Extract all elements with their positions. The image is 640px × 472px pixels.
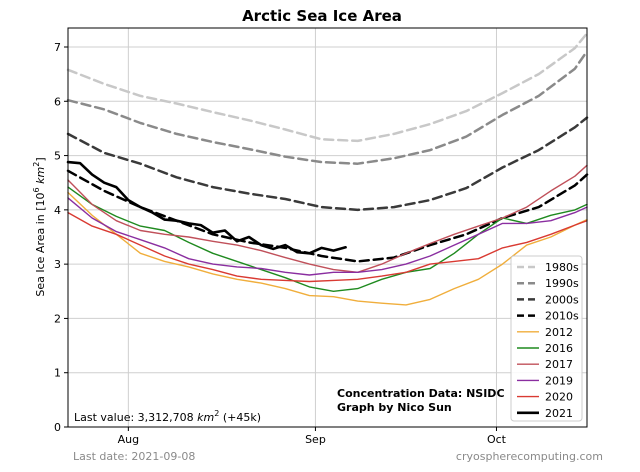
x-axis-ticks: Aug Sep Oct xyxy=(118,427,507,446)
legend-label-1990s: 1990s xyxy=(545,277,579,290)
y-axis-label-sup: 6 xyxy=(32,187,41,192)
y-axis-label-unit-sup: 2 xyxy=(32,162,41,167)
legend: 1980s 1990s 2000s 2010s 2012 2016 2017 2019 2020… xyxy=(510,255,583,422)
legend-label-2019: 2019 xyxy=(545,374,573,387)
series-line-1980s xyxy=(66,32,589,143)
y-tick-label: 4 xyxy=(54,204,61,217)
y-tick-label: 6 xyxy=(54,95,61,108)
y-axis-label: Sea Ice Area in [106 km2] xyxy=(32,157,47,296)
x-tick-label: Sep xyxy=(305,433,326,446)
series-line-2021 xyxy=(66,160,347,255)
legend-label-2010s: 2010s xyxy=(545,310,579,323)
legend-label-1980s: 1980s xyxy=(545,261,579,274)
series-line-2017 xyxy=(67,164,588,273)
last-value-unit-sup: 2 xyxy=(214,409,219,418)
y-tick-label: 0 xyxy=(54,421,61,434)
legend-label-2000s: 2000s xyxy=(545,293,579,306)
y-axis-ticks: 0 1 2 3 4 5 6 7 xyxy=(54,41,68,434)
x-tick-label: Oct xyxy=(487,433,507,446)
legend-label-2020: 2020 xyxy=(545,391,573,404)
plot-frame xyxy=(67,27,588,428)
credit-line-1: Concentration Data: NSIDC xyxy=(337,387,505,400)
y-tick-label: 5 xyxy=(54,150,61,163)
series-line-2020 xyxy=(67,211,588,283)
legend-label-2012: 2012 xyxy=(545,326,573,339)
last-value-suffix: (+45k) xyxy=(219,411,261,424)
last-value-unit: km xyxy=(197,411,214,424)
series-line-1990s xyxy=(66,50,589,165)
legend-label-2021: 2021 xyxy=(545,407,573,420)
series-lines xyxy=(66,32,589,306)
y-axis-label-unit: km xyxy=(34,167,47,188)
series-line-2016 xyxy=(67,186,588,292)
y-tick-label: 7 xyxy=(54,41,61,54)
last-value-prefix: Last value: 3,312,708 xyxy=(74,411,197,424)
credit-line-2: Graph by Nico Sun xyxy=(337,401,452,414)
legend-label-2017: 2017 xyxy=(545,358,573,371)
series-line-2010s xyxy=(66,169,589,263)
grid xyxy=(68,28,587,428)
y-axis-label-main: Sea Ice Area in [10 xyxy=(34,192,47,296)
y-tick-label: 1 xyxy=(54,367,61,380)
series-line-2012 xyxy=(67,191,588,306)
last-value-annotation: Last value: 3,312,708 km2 (+45k) xyxy=(74,409,261,424)
series-line-2000s xyxy=(66,116,589,212)
y-tick-label: 3 xyxy=(54,258,61,271)
legend-label-2016: 2016 xyxy=(545,342,573,355)
y-tick-label: 2 xyxy=(54,312,61,325)
footer-last-date: Last date: 2021-09-08 xyxy=(73,450,195,463)
chart-title: Arctic Sea Ice Area xyxy=(242,7,402,25)
x-tick-label: Aug xyxy=(118,433,139,446)
y-axis-label-end: ] xyxy=(34,157,47,161)
footer-website: cryospherecomputing.com xyxy=(456,450,603,463)
series-line-2019 xyxy=(67,197,588,276)
